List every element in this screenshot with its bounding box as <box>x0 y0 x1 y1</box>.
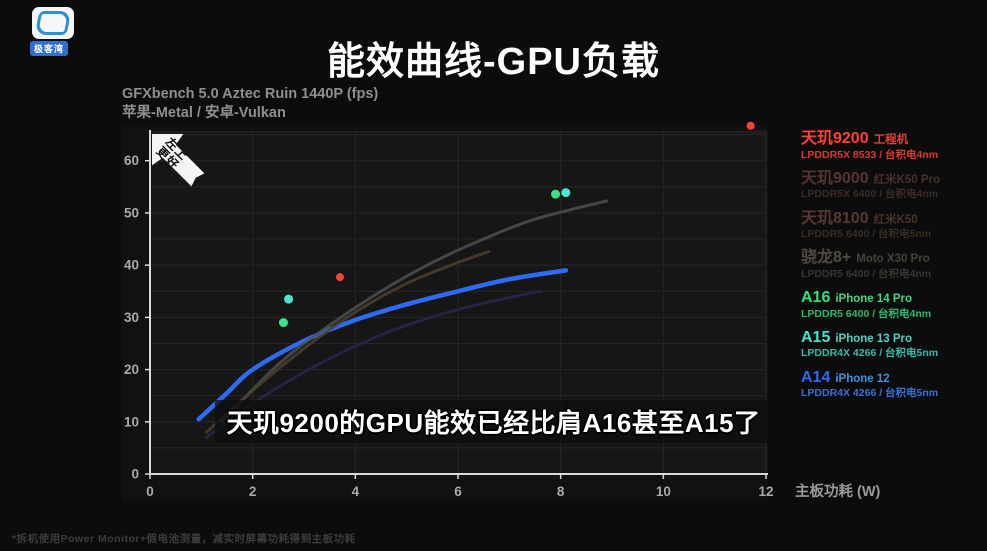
geekerwan-logo: 极客湾 <box>30 7 78 56</box>
point-d9200 <box>746 121 755 130</box>
legend-item-a15: A15 iPhone 13 Pro LPDDR4X 4266 / 台积电5nm <box>801 329 985 361</box>
legend-chip-name: 骁龙8+ <box>801 249 852 267</box>
legend-chip-name: A15 <box>801 328 831 346</box>
legend-chip-name: A14 <box>801 368 831 386</box>
curve-d9000 <box>220 199 609 424</box>
curve-a14 <box>196 268 569 422</box>
subtitle-caption: 天玑9200的GPU能效已经比肩A16甚至A15了 <box>214 400 773 443</box>
y-tick-label: 60 <box>124 153 139 168</box>
legend-device-name: iPhone 14 Pro <box>835 293 913 306</box>
x-tick-label: 12 <box>758 484 773 499</box>
chart-subtitle: GFXbench 5.0 Aztec Ruin 1440P (fps) 苹果-M… <box>122 85 378 123</box>
legend-spec: LPDDR5X 6400 / 台积电4nm <box>801 188 939 201</box>
x-tick-label: 8 <box>557 484 565 499</box>
y-tick-label: 40 <box>124 258 139 273</box>
page-title: 能效曲线-GPU负载 <box>326 41 660 83</box>
x-tick-label: 2 <box>249 484 257 499</box>
legend: 天玑9200 工程机 LPDDR5X 8533 / 台积电4nm 天玑9000 红米K5… <box>801 130 985 400</box>
legend-item-d9000: 天玑9000 红米K50 Pro LPDDR5X 6400 / 台积电4nm <box>801 170 985 202</box>
point-a15 <box>284 294 294 304</box>
benchmark-name: GFXbench 5.0 Aztec Ruin 1440P (fps) <box>122 86 379 102</box>
point-d9200 <box>335 273 344 282</box>
legend-spec: LPDDR5X 8533 / 台积电4nm <box>801 148 939 161</box>
legend-item-d9200: 天玑9200 工程机 LPDDR5X 8533 / 台积电4nm <box>801 130 985 162</box>
measurement-footnote: *拆机使用Power Monitor+假电池测量，减实时屏幕功耗得到主板功耗 <box>12 533 356 545</box>
legend-spec: LPDDR4X 4266 / 台积电5nm <box>801 387 939 400</box>
x-tick-label: 6 <box>454 484 462 499</box>
legend-device-name: iPhone 13 Pro <box>835 332 913 345</box>
curve-sd8plus <box>204 250 491 434</box>
legend-spec: LPDDR5 6400 / 台积电4nm <box>801 267 932 280</box>
legend-device-name: Moto X30 Pro <box>856 253 930 266</box>
point-a16 <box>278 318 288 328</box>
legend-chip-name: 天玑9000 <box>801 169 869 187</box>
x-axis-title: 主板功耗 (W) <box>795 482 881 500</box>
x-tick-label: 4 <box>352 484 360 499</box>
legend-device-name: iPhone 12 <box>835 372 890 385</box>
y-tick-label: 20 <box>124 362 139 377</box>
y-tick-label: 30 <box>124 310 139 325</box>
legend-chip-name: A16 <box>801 289 831 307</box>
x-tick-label: 0 <box>146 484 154 499</box>
x-tick-label: 10 <box>656 484 671 499</box>
legend-spec: LPDDR5 6400 / 台积电5nm <box>801 228 932 241</box>
point-a15 <box>561 188 571 198</box>
legend-spec: LPDDR4X 4266 / 台积电5nm <box>801 347 939 360</box>
legend-device-name: 红米K50 Pro <box>873 173 941 186</box>
legend-device-name: 红米K50 <box>873 213 918 226</box>
legend-item-sd8plus: 骁龙8+ Moto X30 Pro LPDDR5 6400 / 台积电4nm <box>801 249 985 281</box>
legend-item-a16: A16 iPhone 14 Pro LPDDR5 6400 / 台积电4nm <box>801 289 985 321</box>
legend-spec: LPDDR5 6400 / 台积电4nm <box>801 307 932 320</box>
point-a16 <box>551 189 561 199</box>
legend-chip-name: 天玑8100 <box>801 209 869 227</box>
legend-item-d8100: 天玑8100 红米K50 LPDDR5 6400 / 台积电5nm <box>801 210 985 242</box>
api-note: 苹果-Metal / 安卓-Vulkan <box>122 105 286 122</box>
legend-chip-name: 天玑9200 <box>801 130 869 147</box>
legend-device-name: 工程机 <box>873 134 909 146</box>
logo-label: 极客湾 <box>30 41 69 56</box>
geekerwan-logo-icon <box>32 7 74 39</box>
y-tick-label: 10 <box>124 414 139 429</box>
y-tick-label: 50 <box>124 205 139 220</box>
legend-item-a14: A14 iPhone 12 LPDDR4X 4266 / 台积电5nm <box>801 369 985 401</box>
y-tick-label: 0 <box>131 467 139 482</box>
